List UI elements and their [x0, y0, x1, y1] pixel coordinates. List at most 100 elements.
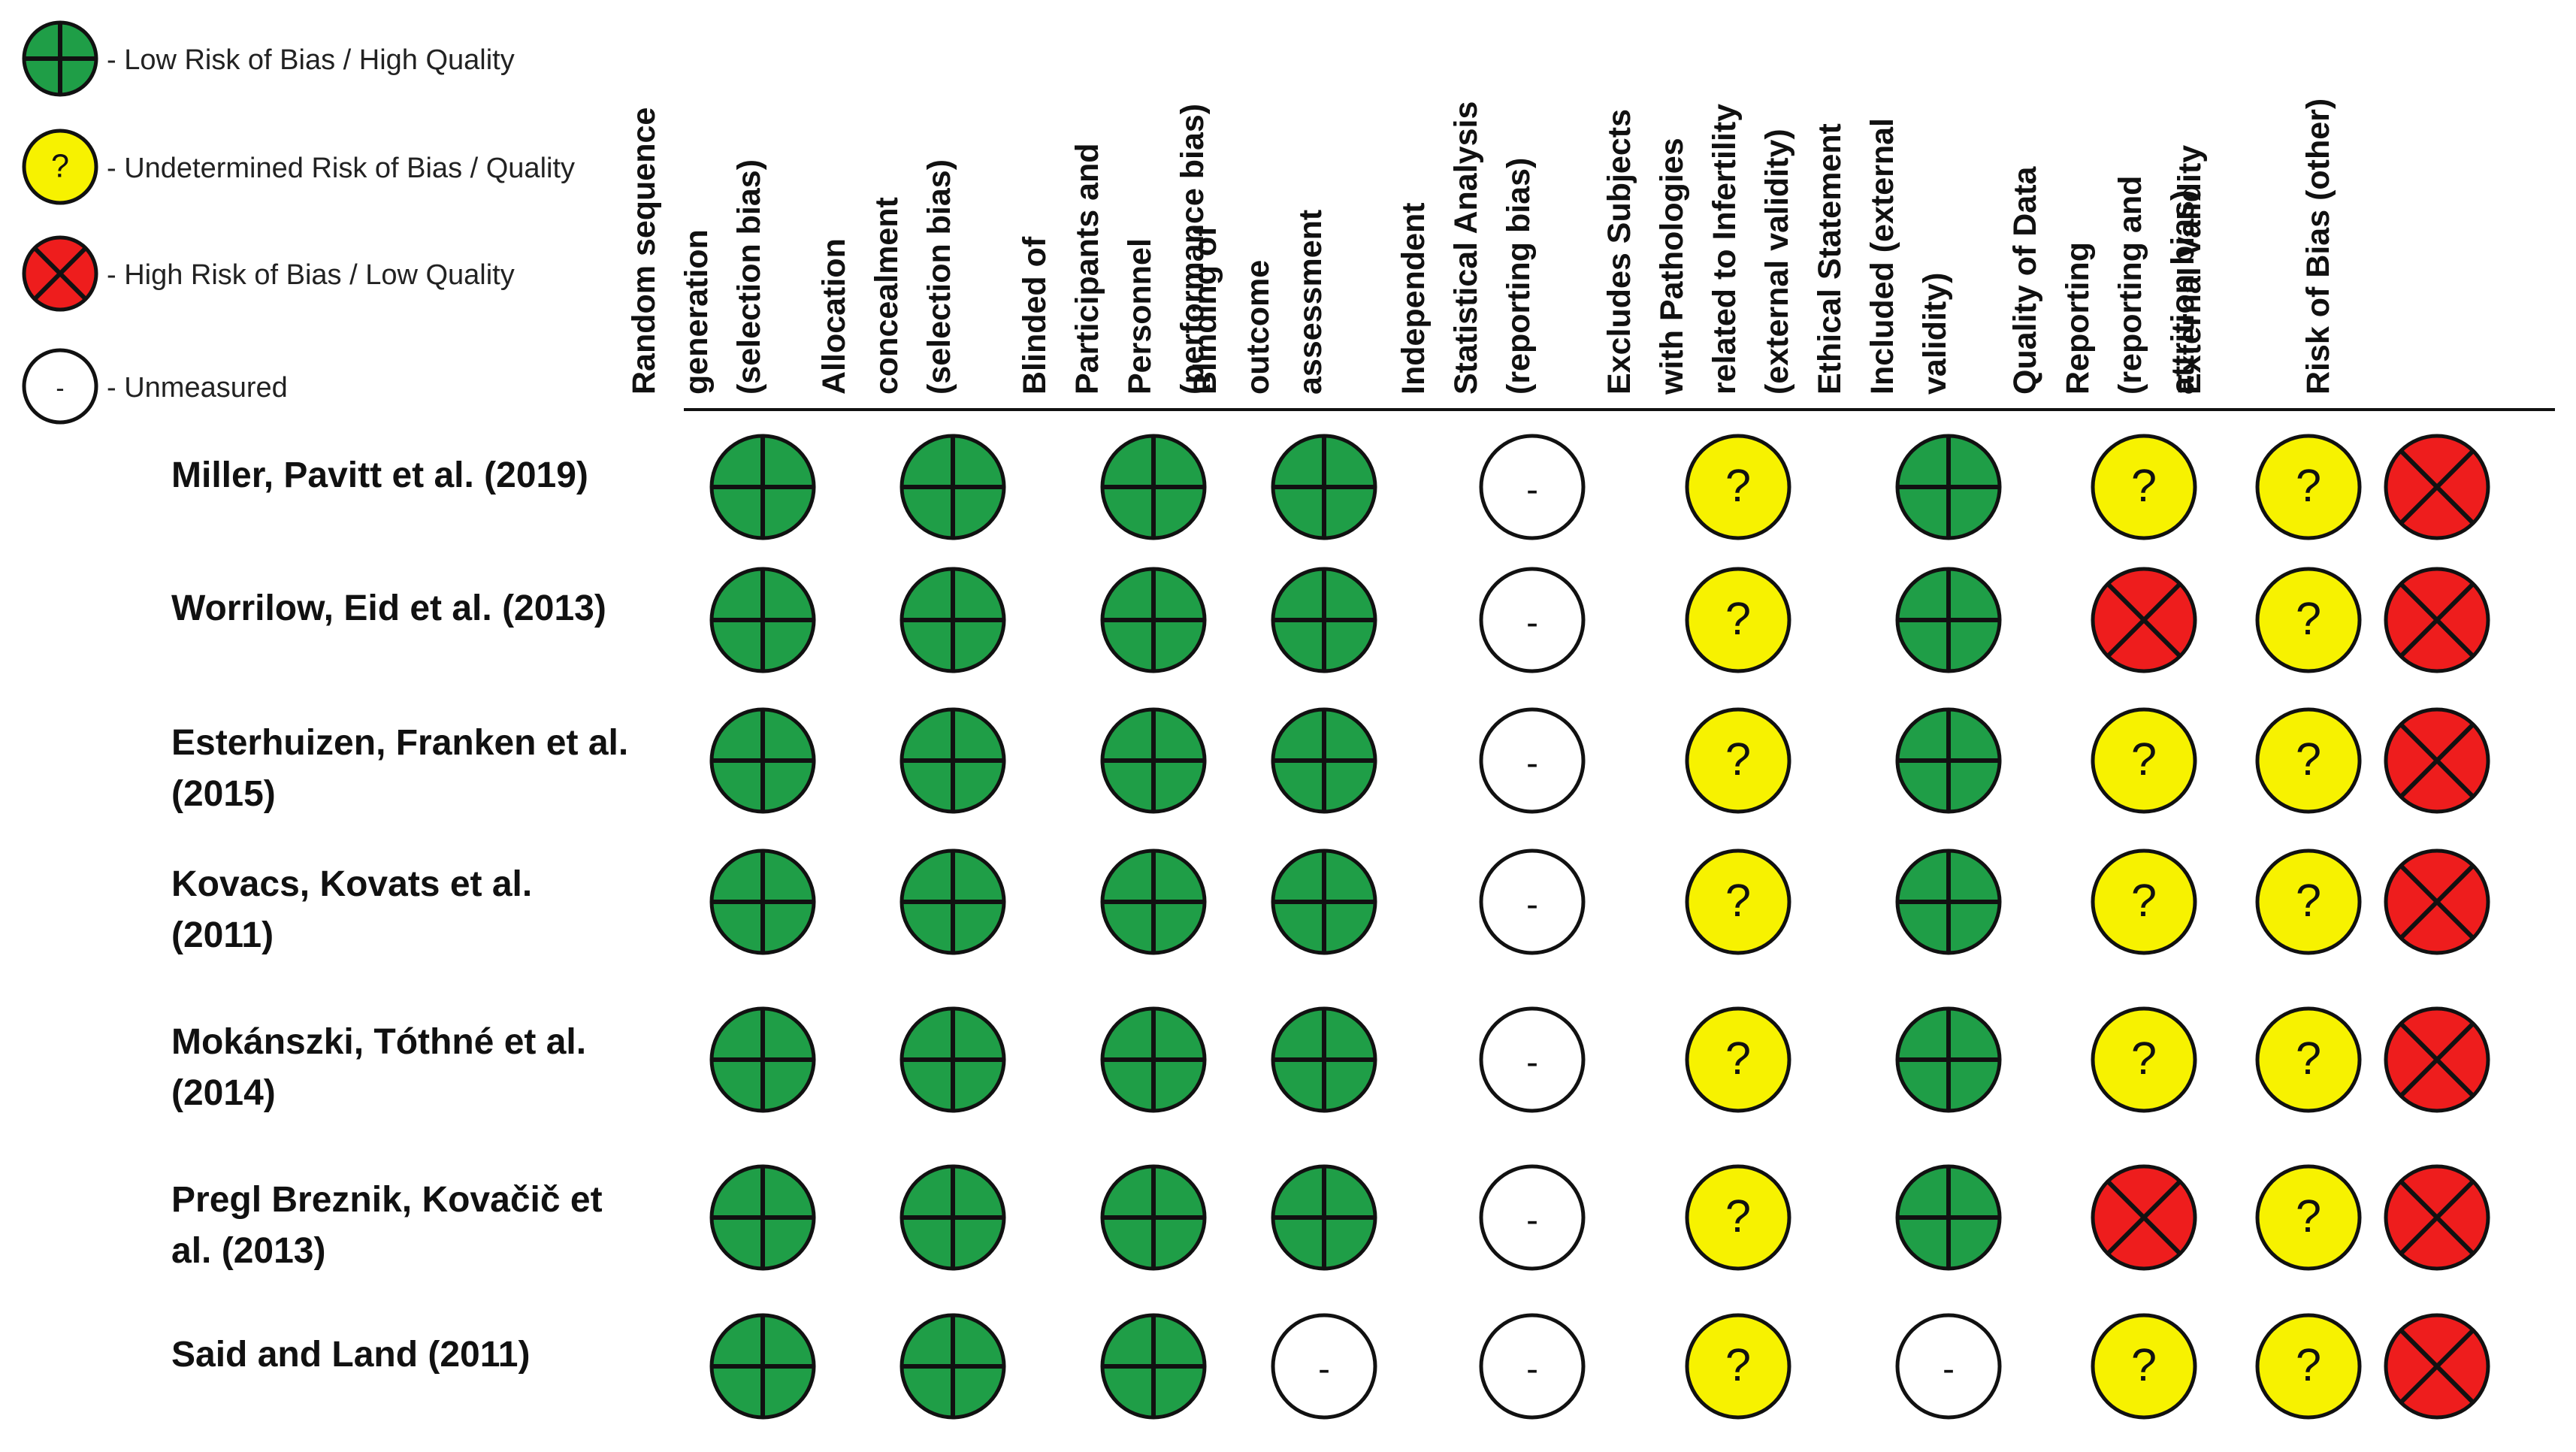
cross-line-b: [2399, 864, 2475, 940]
column-header-5-line-2: Statistical Analysis: [1448, 101, 1484, 395]
column-header-3-line-2: Participants and: [1069, 143, 1105, 395]
column-header-2-line-3: (selection bias): [921, 159, 957, 395]
rating-row-3-col-1: [709, 707, 816, 814]
rating-row-6-col-4: [1271, 1164, 1377, 1271]
unclear-circle: [2255, 707, 2362, 814]
none-circle: [1479, 1164, 1586, 1271]
dash-glyph: -: [56, 374, 64, 402]
legend-label-unclear: - Undetermined Risk of Bias / Quality: [107, 153, 575, 184]
study-name-5-line-2: (2014): [171, 1073, 276, 1113]
study-name-5-line-1: Mokánszki, Tóthné et al.: [171, 1022, 586, 1062]
rating-row-6-col-10: [2384, 1164, 2490, 1271]
cross-line-b: [2399, 1179, 2475, 1256]
rating-row-2-col-3: [1100, 567, 1207, 673]
dash-glyph: -: [1526, 885, 1538, 924]
rating-row-3-col-6: ?: [1685, 707, 1791, 814]
rating-row-5-col-7: [1895, 1006, 2002, 1113]
column-header-4-line-3: assessment: [1293, 210, 1329, 395]
question-mark-glyph: ?: [1725, 1190, 1751, 1242]
question-mark-glyph: ?: [2131, 1339, 2157, 1390]
rating-row-3-col-9: ?: [2255, 707, 2362, 814]
rating-row-6-col-6: ?: [1685, 1164, 1791, 1271]
column-header-6-line-1: Excludes Subjects: [1601, 109, 1637, 395]
question-mark-glyph: ?: [2296, 1033, 2321, 1084]
rating-row-3-col-8: ?: [2091, 707, 2197, 814]
column-header-4-line-1: Blinding of: [1187, 225, 1223, 395]
rating-row-4-col-6: ?: [1685, 849, 1791, 955]
rating-row-1-col-1: [709, 434, 816, 540]
question-mark-glyph: ?: [1725, 593, 1751, 644]
rating-row-5-col-8: ?: [2091, 1006, 2197, 1113]
rating-row-1-col-5: -: [1479, 434, 1586, 540]
legend-symbol-high: [22, 235, 98, 312]
rating-row-6-col-5: -: [1479, 1164, 1586, 1271]
dash-glyph: -: [1943, 1349, 1955, 1389]
question-mark-glyph: ?: [1725, 734, 1751, 785]
rating-row-4-col-8: ?: [2091, 849, 2197, 955]
unclear-circle: [1685, 1006, 1791, 1113]
rating-row-7-col-8: ?: [2091, 1313, 2197, 1420]
rating-row-1-col-9: ?: [2255, 434, 2362, 540]
dash-glyph: -: [1318, 1349, 1330, 1389]
dash-glyph: -: [1526, 1349, 1538, 1389]
study-name-6-line-2: al. (2013): [171, 1231, 325, 1271]
column-header-10-line-1: Risk of Bias (other): [2300, 98, 2336, 395]
rating-row-4-col-7: [1895, 849, 2002, 955]
rating-row-7-col-5: -: [1479, 1313, 1586, 1420]
unclear-circle: [1685, 567, 1791, 673]
question-mark-glyph: ?: [1725, 1339, 1751, 1390]
rating-row-1-col-8: ?: [2091, 434, 2197, 540]
rating-row-6-col-3: [1100, 1164, 1207, 1271]
rating-row-7-col-10: [2384, 1313, 2490, 1420]
none-circle: [22, 348, 98, 425]
rating-row-2-col-7: [1895, 567, 2002, 673]
rating-row-1-col-3: [1100, 434, 1207, 540]
column-header-1-line-3: (selection bias): [731, 159, 767, 395]
cross-line-b: [2106, 582, 2182, 658]
rating-row-2-col-10: [2384, 567, 2490, 673]
rating-row-7-col-6: ?: [1685, 1313, 1791, 1420]
study-name-7-line-1: Said and Land (2011): [171, 1335, 530, 1375]
question-mark-glyph: ?: [2296, 1339, 2321, 1390]
none-circle: [1895, 1313, 2002, 1420]
unclear-circle: [2255, 1313, 2362, 1420]
rating-row-7-col-3: [1100, 1313, 1207, 1420]
unclear-circle: [1685, 1164, 1791, 1271]
legend-label-none: - Unmeasured: [107, 372, 288, 404]
rating-row-3-col-4: [1271, 707, 1377, 814]
dash-glyph: -: [1526, 470, 1538, 510]
rating-row-2-col-8: [2091, 567, 2197, 673]
rating-row-5-col-6: ?: [1685, 1006, 1791, 1113]
question-mark-glyph: ?: [2131, 875, 2157, 926]
rating-row-4-col-5: -: [1479, 849, 1586, 955]
question-mark-glyph: ?: [2296, 875, 2321, 926]
rating-row-3-col-10: [2384, 707, 2490, 814]
question-mark-glyph: ?: [1725, 875, 1751, 926]
study-name-2-line-1: Worrilow, Eid et al. (2013): [171, 588, 606, 628]
rating-row-1-col-7: [1895, 434, 2002, 540]
rating-row-4-col-3: [1100, 849, 1207, 955]
rating-row-6-col-7: [1895, 1164, 2002, 1271]
rating-row-5-col-2: [899, 1006, 1006, 1113]
rating-row-3-col-2: [899, 707, 1006, 814]
unclear-circle: [2091, 849, 2197, 955]
unclear-circle: [1685, 707, 1791, 814]
column-header-8-line-1: Quality of Data: [2007, 165, 2043, 395]
rating-row-1-col-6: ?: [1685, 434, 1791, 540]
legend-label-low: - Low Risk of Bias / High Quality: [107, 44, 515, 76]
unclear-circle: [2255, 1164, 2362, 1271]
rating-row-4-col-9: ?: [2255, 849, 2362, 955]
rating-row-6-col-8: [2091, 1164, 2197, 1271]
column-header-3-line-4: (performance bias): [1175, 104, 1211, 395]
unclear-circle: [2091, 434, 2197, 540]
column-header-9-line-1: External Validity: [2172, 145, 2208, 395]
column-header-3-line-3: Personnel: [1122, 238, 1158, 395]
none-circle: [1479, 1006, 1586, 1113]
rating-row-6-col-2: [899, 1164, 1006, 1271]
unclear-circle: [2255, 849, 2362, 955]
question-mark-glyph: ?: [1725, 460, 1751, 511]
dash-glyph: -: [1526, 603, 1538, 643]
rating-row-7-col-1: [709, 1313, 816, 1420]
